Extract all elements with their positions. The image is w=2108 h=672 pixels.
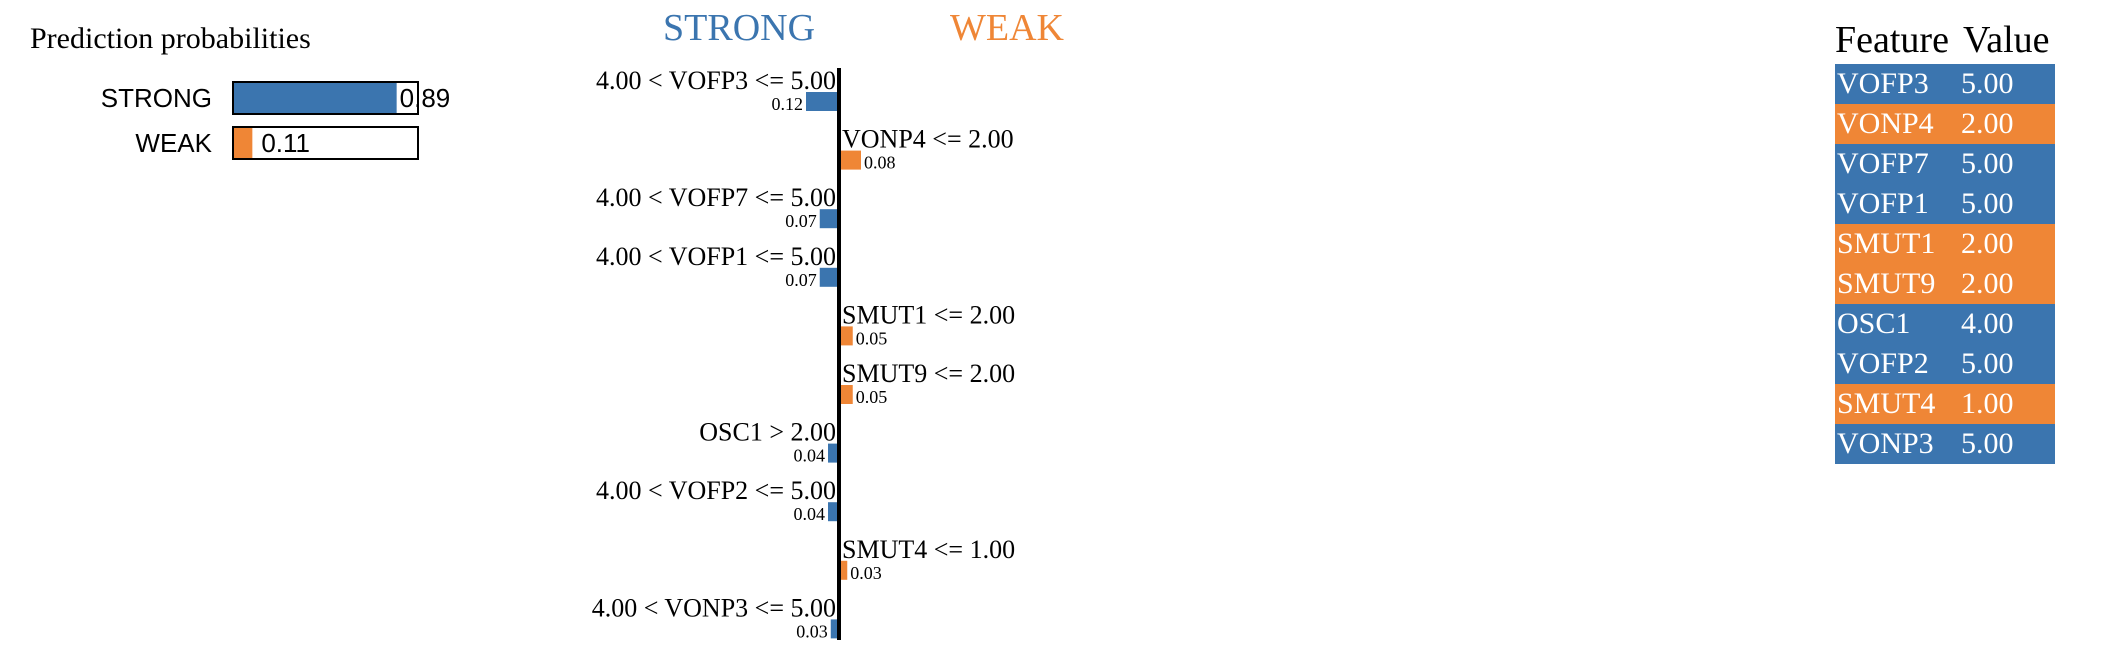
feature-condition-label: OSC1 > 2.00 — [699, 418, 836, 447]
feature-condition-label: 4.00 < VOFP3 <= 5.00 — [596, 66, 836, 95]
table-cell-value: 2.00 — [1961, 107, 2014, 140]
contribution-value-label: 0.12 — [772, 94, 804, 114]
contribution-bar — [839, 150, 861, 170]
proba-bar-weak — [234, 128, 253, 158]
table-cell-feature: VONP3 — [1837, 427, 1934, 460]
proba-label-weak: WEAK — [135, 128, 212, 158]
table-cell-value: 5.00 — [1961, 67, 2014, 100]
table-row: VONP4 2.00 — [1835, 104, 2055, 144]
contribution-value-label: 0.03 — [796, 621, 828, 641]
table-row: SMUT9 2.00 — [1835, 264, 2055, 304]
proba-value-strong: 0.89 — [400, 83, 451, 113]
contribution-bar — [828, 443, 839, 463]
contribution-bar — [830, 619, 839, 639]
table-header-value: Value — [1963, 19, 2050, 61]
contribution-bar — [828, 502, 839, 522]
contribution-value-label: 0.07 — [785, 211, 817, 231]
table-header-feature: Feature — [1835, 19, 1949, 61]
table-cell-feature: SMUT1 — [1837, 227, 1936, 260]
table-cell-value: 4.00 — [1961, 307, 2014, 340]
table-cell-value: 1.00 — [1961, 387, 2014, 420]
table-cell-value: 5.00 — [1961, 147, 2014, 180]
table-body: VOFP3 5.00 VONP4 2.00 VOFP7 5.00 VOFP1 5.00 SMUT… — [1835, 64, 2055, 464]
contribution-bar — [839, 326, 853, 346]
table-cell-feature: SMUT9 — [1837, 267, 1936, 300]
table-cell-value: 5.00 — [1961, 187, 2014, 220]
table-row: VOFP3 5.00 — [1835, 64, 2055, 104]
table-header: Feature Value — [1835, 18, 2055, 62]
feature-condition-label: SMUT9 <= 2.00 — [842, 359, 1015, 388]
table-row: VOFP2 5.00 — [1835, 344, 2055, 384]
prediction-probabilities-chart: STRONG 0.89 WEAK 0.11 — [101, 81, 451, 160]
feature-condition-label: 4.00 < VOFP2 <= 5.00 — [596, 476, 836, 505]
prediction-probabilities-title: Prediction probabilities — [30, 22, 311, 55]
feature-condition-label: VONP4 <= 2.00 — [842, 125, 1014, 154]
contribution-value-label: 0.05 — [856, 387, 888, 407]
feature-condition-label: 4.00 < VOFP7 <= 5.00 — [596, 183, 836, 212]
table-cell-value: 2.00 — [1961, 227, 2014, 260]
feature-condition-label: SMUT1 <= 2.00 — [842, 300, 1015, 329]
contribution-value-label: 0.04 — [794, 446, 826, 466]
table-row: SMUT4 1.00 — [1835, 384, 2055, 424]
contribution-value-label: 0.05 — [856, 328, 888, 348]
contribution-bar — [839, 560, 848, 580]
proba-track-weak — [232, 126, 419, 160]
table-row: VOFP1 5.00 — [1835, 184, 2055, 224]
contribution-value-label: 0.03 — [850, 563, 882, 583]
feature-value-table: Feature Value VOFP3 5.00 VONP4 2.00 VOFP7 5.0… — [1835, 18, 2055, 464]
table-cell-value: 5.00 — [1961, 347, 2014, 380]
proba-value-weak: 0.11 — [261, 128, 310, 158]
contribution-bar — [806, 92, 839, 111]
proba-label-strong: STRONG — [101, 83, 212, 113]
contribution-bar — [839, 385, 853, 404]
table-row: VOFP7 5.00 — [1835, 144, 2055, 184]
table-cell-feature: VOFP1 — [1837, 187, 1929, 220]
table-row: SMUT1 2.00 — [1835, 224, 2055, 264]
table-cell-feature: VOFP7 — [1837, 147, 1929, 180]
feature-condition-label: 4.00 < VONP3 <= 5.00 — [592, 593, 836, 622]
table-cell-feature: OSC1 — [1837, 307, 1911, 340]
contribution-bar — [819, 267, 839, 287]
feature-condition-label: 4.00 < VOFP1 <= 5.00 — [596, 242, 836, 271]
feature-condition-label: SMUT4 <= 1.00 — [842, 535, 1015, 564]
contribution-bar — [819, 209, 839, 229]
table-cell-feature: SMUT4 — [1837, 387, 1936, 420]
contribution-value-label: 0.04 — [794, 504, 826, 524]
table-cell-feature: VONP4 — [1837, 107, 1934, 140]
proba-bar-strong — [234, 83, 397, 113]
table-cell-value: 5.00 — [1961, 427, 2014, 460]
contribution-value-label: 0.07 — [785, 270, 817, 290]
contribution-value-label: 0.08 — [864, 153, 896, 173]
table-row: OSC1 4.00 — [1835, 304, 2055, 344]
proba-track-strong — [232, 81, 419, 115]
class-label-strong: STRONG — [663, 7, 815, 49]
table-cell-feature: VOFP2 — [1837, 347, 1929, 380]
class-label-weak: WEAK — [950, 7, 1065, 49]
table-cell-feature: VOFP3 — [1837, 67, 1929, 100]
table-cell-value: 2.00 — [1961, 267, 2014, 300]
table-row: VONP3 5.00 — [1835, 424, 2055, 464]
feature-contribution-chart: STRONG WEAK 4.00 < VOFP3 <= 5.000.12 VONP4 … — [592, 7, 1065, 641]
